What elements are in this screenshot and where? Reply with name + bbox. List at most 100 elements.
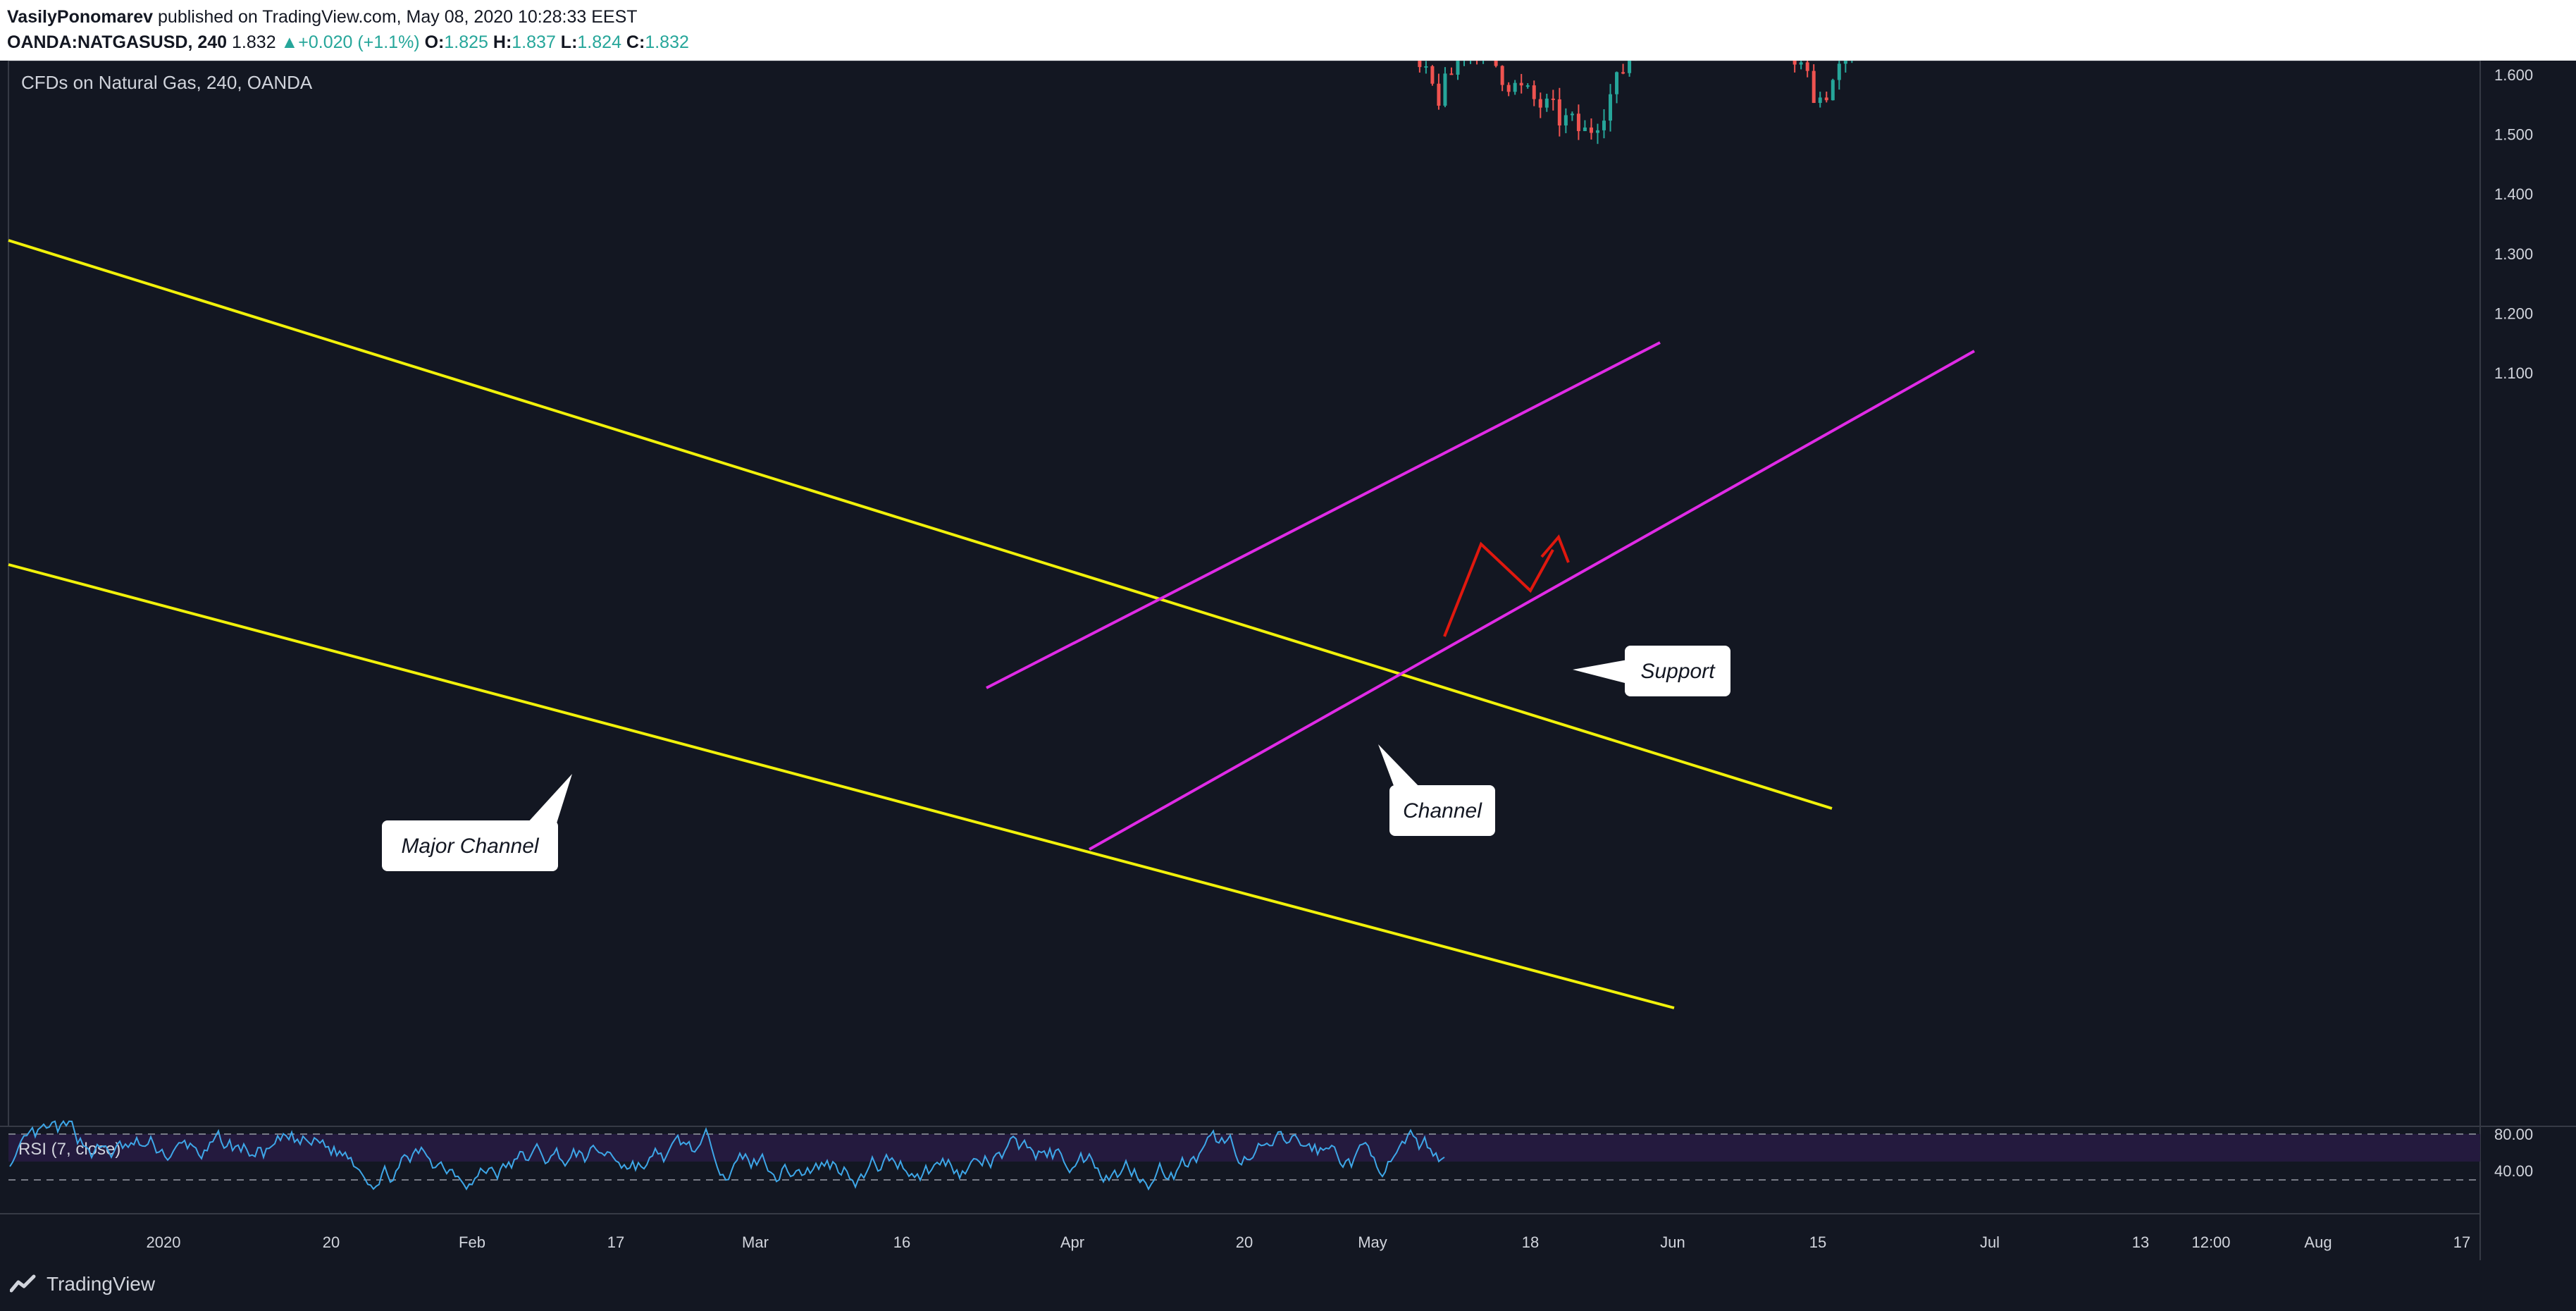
candle-body [1837, 63, 1841, 80]
major-channel-callout-text: Major Channel [401, 835, 539, 858]
major-channel-lower-line[interactable] [8, 563, 1675, 1009]
candle-body [1805, 62, 1809, 71]
footer-bar: TradingView [0, 1260, 2576, 1311]
support-callout-box [1625, 646, 1730, 696]
price-tick-label: 1.100 [2494, 364, 2533, 382]
candle-body [1609, 94, 1613, 121]
major-channel-callout-box [382, 820, 558, 871]
support-callout[interactable]: Support [1573, 646, 1730, 696]
candle-body [1831, 80, 1835, 101]
publish-header: VasilyPonomarev published on TradingView… [7, 4, 689, 55]
last-price: 1.832 [232, 32, 276, 52]
candle-body [1818, 97, 1822, 104]
candle-body [1519, 82, 1523, 86]
chart-frame[interactable]: 2.6002.5002.4002.3002.2002.1002.0001.900… [0, 61, 2576, 1311]
candle-body [1583, 127, 1587, 131]
published-text: published on TradingView.com, May 08, 20… [158, 7, 638, 27]
publish-line: VasilyPonomarev published on TradingView… [7, 4, 689, 30]
support-callout-pointer [1573, 660, 1628, 684]
time-tick-label: 15 [1809, 1233, 1826, 1251]
ohlc-open-value: 1.825 [444, 32, 488, 52]
rsi-tick-80: 80.00 [2494, 1126, 2533, 1143]
ascending-channel-lower-line[interactable] [1089, 350, 1975, 851]
candle-body [1792, 61, 1797, 65]
candle-body [1812, 70, 1816, 104]
time-tick-label: 17 [607, 1233, 624, 1251]
candle-body [1538, 99, 1542, 108]
channel-callout[interactable]: Channel [1378, 744, 1495, 836]
time-tick-label: 20 [323, 1233, 340, 1251]
time-tick-label: 18 [1522, 1233, 1539, 1251]
rsi-tick-40: 40.00 [2494, 1162, 2533, 1180]
price-tick-label: 1.600 [2494, 66, 2533, 84]
time-tick-label: Feb [459, 1233, 485, 1251]
candle-body [1532, 85, 1536, 99]
channel-callout-pointer [1378, 744, 1422, 789]
time-tick-label: Mar [742, 1233, 769, 1251]
price-tick-label: 1.500 [2494, 126, 2533, 144]
time-tick-label: 12:00 [2191, 1233, 2230, 1251]
symbol-line: OANDA:NATGASUSD, 240 1.832 ▲+0.020 (+1.1… [7, 30, 689, 55]
candle-body [1500, 66, 1504, 85]
ohlc-close-label: C: [626, 32, 645, 52]
tradingview-logo-icon [10, 1274, 36, 1293]
candle-body [1544, 98, 1549, 108]
major-channel-callout-pointer [527, 774, 572, 823]
candle-body [1799, 62, 1803, 65]
symbol-label: OANDA:NATGASUSD, 240 [7, 32, 228, 52]
candle-body [1513, 82, 1517, 92]
ohlc-close-value: 1.832 [645, 32, 689, 52]
rsi-line [9, 1120, 1445, 1191]
time-tick-label: May [1358, 1233, 1387, 1251]
major-channel-callout[interactable]: Major Channel [382, 774, 572, 871]
ohlc-low-label: L: [560, 32, 578, 52]
candle-body [1449, 73, 1454, 75]
main-pane-border [8, 61, 2481, 1127]
support-callout-text: Support [1640, 660, 1716, 683]
time-tick-label: Jun [1660, 1233, 1685, 1251]
rsi-label: RSI (7, close) [18, 1140, 120, 1159]
candle-body [1551, 98, 1555, 100]
price-tick-label: 1.200 [2494, 305, 2533, 323]
change-up-icon: ▲ [280, 32, 299, 52]
ohlc-low-value: 1.824 [577, 32, 621, 52]
candle-body [1494, 61, 1498, 66]
candle-body [1430, 66, 1435, 84]
ohlc-high-label: H: [493, 32, 512, 52]
time-tick-label: 13 [2132, 1233, 2149, 1251]
candles-group [1418, 61, 1853, 144]
time-tick-label: 17 [2453, 1233, 2470, 1251]
ohlc-open-label: O: [424, 32, 445, 52]
ascending-channel-upper-line[interactable] [986, 341, 1661, 689]
time-tick-label: 16 [893, 1233, 910, 1251]
channel-callout-text: Channel [1403, 799, 1482, 823]
tradingview-logo[interactable]: TradingView [10, 1273, 155, 1295]
change-value: +0.020 (+1.1%) [298, 32, 420, 52]
projection-arrow-icon [1540, 534, 1570, 563]
candle-body [1557, 99, 1561, 125]
candle-body [1589, 127, 1593, 133]
candle-body [1570, 113, 1574, 116]
candle-body [1424, 66, 1428, 68]
time-tick-label: 20 [1236, 1233, 1253, 1251]
channel-callout-box [1389, 785, 1495, 836]
time-tick-label: Apr [1060, 1233, 1084, 1251]
major-channel-upper-line[interactable] [8, 239, 1833, 810]
pane-title: CFDs on Natural Gas, 240, OANDA [21, 72, 313, 93]
chart-canvas[interactable]: 2.6002.5002.4002.3002.2002.1002.0001.900… [0, 61, 2576, 1260]
candle-body [1525, 85, 1530, 87]
candle-body [1843, 61, 1847, 64]
projection-path[interactable] [1443, 541, 1554, 637]
candle-body [1602, 121, 1606, 130]
candle-body [1595, 130, 1599, 133]
candle-body [1621, 72, 1626, 74]
candle-body [1628, 61, 1632, 73]
time-tick-label: Jul [1980, 1233, 2000, 1251]
author-name[interactable]: VasilyPonomarev [7, 7, 154, 27]
price-tick-label: 1.300 [2494, 245, 2533, 263]
candle-body [1615, 72, 1619, 94]
ohlc-high-value: 1.837 [512, 32, 556, 52]
tradingview-brand: TradingView [47, 1273, 156, 1295]
candle-body [1456, 61, 1460, 75]
candle-body [1443, 73, 1447, 106]
